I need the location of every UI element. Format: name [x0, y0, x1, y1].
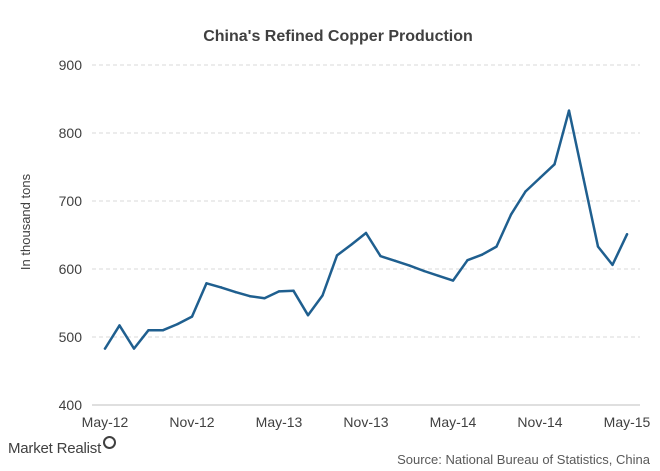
data-point: [234, 290, 237, 294]
data-point: [263, 297, 266, 300]
series-line: [103, 109, 629, 350]
data-point: [553, 163, 556, 166]
data-point: [451, 279, 455, 282]
data-point: [582, 177, 585, 180]
source-note: Source: National Bureau of Statistics, C…: [397, 452, 650, 467]
data-point: [466, 258, 469, 262]
series-layer: [103, 109, 629, 350]
y-tick-label: 700: [59, 193, 83, 209]
x-tick-label: May-15: [604, 414, 651, 430]
data-point: [567, 109, 571, 112]
data-point: [321, 294, 324, 297]
x-tick-label: May-12: [82, 414, 129, 430]
y-axis-label: In thousand tons: [18, 173, 33, 270]
y-tick-label: 800: [59, 125, 83, 141]
x-tick-label: Nov-12: [169, 414, 214, 430]
data-point: [118, 324, 121, 327]
market-realist-logo: Market Realist: [8, 436, 117, 457]
data-point: [393, 259, 397, 263]
gridlines: [92, 64, 640, 406]
data-point: [219, 286, 223, 289]
data-point: [611, 263, 614, 267]
x-tick-label: Nov-14: [517, 414, 562, 430]
data-point: [350, 243, 353, 246]
data-point: [625, 233, 629, 236]
logo-text: Market Realist: [8, 440, 102, 457]
data-point: [161, 329, 165, 332]
data-point: [335, 254, 339, 257]
magnifier-icon: [103, 436, 117, 449]
data-point: [147, 329, 150, 332]
data-point: [379, 254, 382, 258]
x-tick-label: May-13: [256, 414, 303, 430]
y-tick-label: 400: [59, 397, 83, 413]
data-point: [408, 264, 411, 267]
x-tick-label: Nov-13: [343, 414, 388, 430]
data-point: [205, 282, 208, 285]
data-point: [596, 245, 600, 248]
y-tick-label: 900: [59, 57, 83, 73]
data-point: [103, 347, 107, 350]
data-point: [495, 245, 498, 248]
data-point: [538, 176, 542, 180]
data-point: [176, 322, 179, 326]
data-point: [480, 253, 484, 256]
y-tick-labels: 400 500 600 700 800 900: [59, 57, 83, 413]
x-tick-label: May-14: [430, 414, 477, 430]
y-tick-label: 500: [59, 329, 83, 345]
data-point: [422, 269, 426, 273]
data-point: [190, 315, 194, 318]
data-point: [509, 213, 513, 216]
data-point: [306, 314, 310, 317]
data-point: [364, 231, 368, 235]
data-point: [248, 295, 252, 298]
data-point: [437, 274, 440, 277]
x-tick-labels: May-12 Nov-12 May-13 Nov-13 May-14 Nov-14 May-…: [82, 414, 651, 430]
data-point: [132, 347, 136, 350]
data-point: [292, 289, 295, 292]
y-tick-label: 600: [59, 261, 83, 277]
data-point: [524, 190, 527, 193]
chart-title: China's Refined Copper Production: [203, 28, 473, 45]
data-point: [277, 290, 281, 293]
